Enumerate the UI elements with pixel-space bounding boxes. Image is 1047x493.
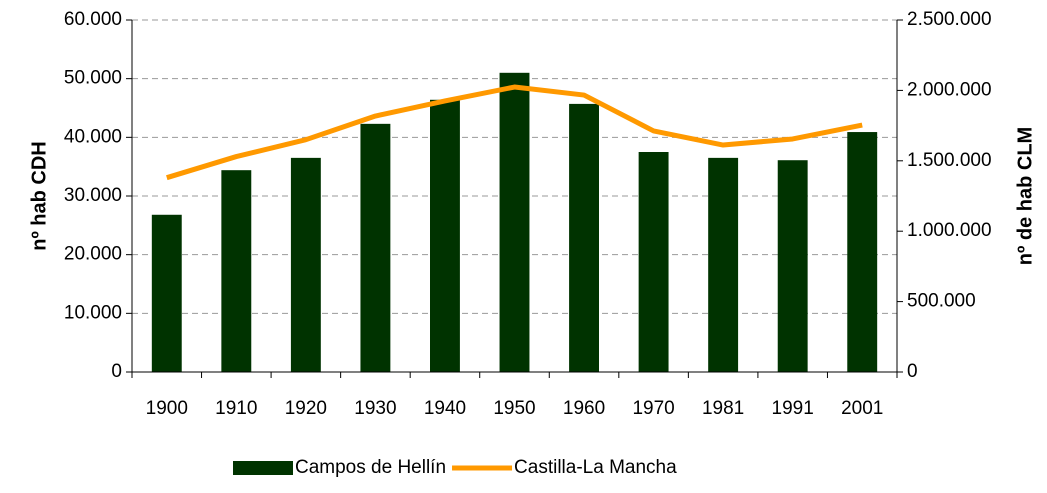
legend-swatch: [233, 461, 293, 475]
x-tick-label: 1970: [632, 398, 674, 419]
x-tick-label: 2001: [841, 398, 883, 419]
x-tick-label: 1991: [772, 398, 814, 419]
bar: [430, 99, 460, 372]
line: [166, 84, 863, 181]
x-tick-label: 1920: [285, 398, 327, 419]
x-tick-label: 1950: [493, 398, 535, 419]
y-tick-label: 50.000: [64, 68, 122, 89]
y-tick-label: 60.000: [64, 9, 122, 30]
bar: [151, 214, 182, 372]
legend-label: Castilla-La Mancha: [514, 457, 677, 478]
bar: [290, 157, 321, 372]
bar: [638, 152, 669, 372]
y-tick-label: 20.000: [64, 244, 122, 265]
bar: [777, 160, 808, 372]
bar: [499, 72, 530, 373]
y2-tick-label: 1.500.000: [907, 150, 992, 171]
y2-tick-label: 500.000: [907, 291, 976, 312]
x-tick-label: 1900: [146, 398, 188, 419]
y-tick-label: 10.000: [64, 302, 122, 323]
y2-tick-label: 2.000.000: [907, 79, 992, 100]
y2-tick-label: 0: [907, 361, 918, 382]
x-tick-label: 1940: [424, 398, 466, 419]
bar: [221, 170, 252, 372]
y2-tick-label: 1.000.000: [907, 220, 992, 241]
bar: [360, 123, 391, 372]
bar: [847, 132, 878, 372]
y2-tick-label: 2.500.000: [907, 9, 992, 30]
x-tick-label: 1910: [215, 398, 257, 419]
y2-axis-title: nº de hab CLM: [1014, 127, 1036, 265]
x-tick-label: 1960: [563, 398, 605, 419]
x-tick-label: 1981: [702, 398, 744, 419]
x-tick-label: 1930: [354, 398, 396, 419]
bar: [569, 103, 599, 372]
y-tick-label: 40.000: [64, 126, 122, 147]
y-axis-title: nº hab CDH: [28, 141, 50, 251]
y-tick-label: 0: [111, 361, 122, 382]
y-tick-label: 30.000: [64, 185, 122, 206]
legend-label: Campos de Hellín: [295, 457, 446, 478]
bar: [708, 157, 739, 372]
